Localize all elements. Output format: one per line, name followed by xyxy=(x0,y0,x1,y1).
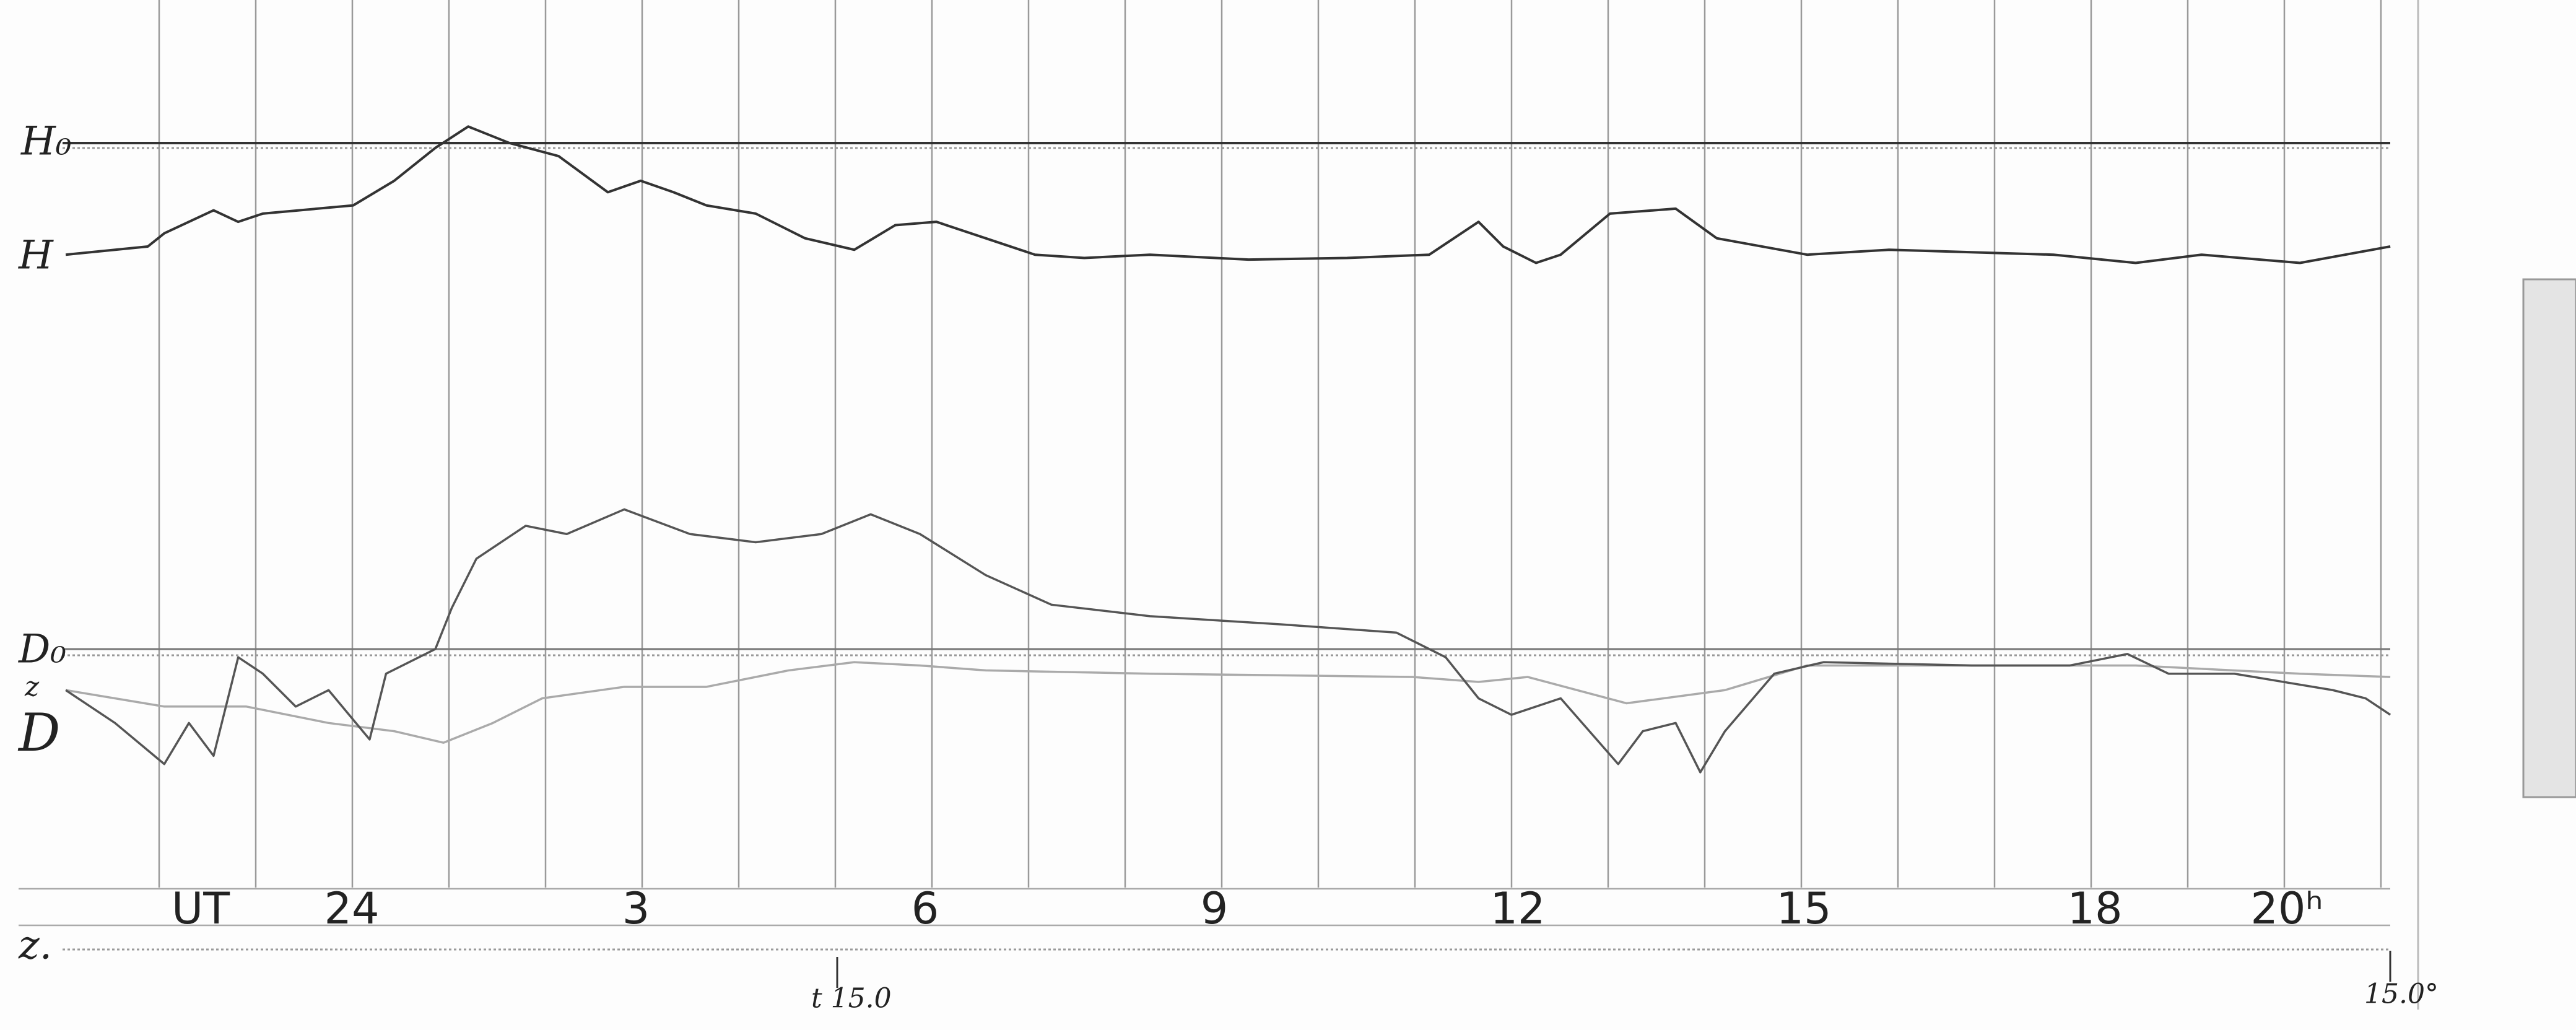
time-labels: UT 24 3 6 9 12 15 18 20ʰ xyxy=(172,883,2323,934)
edge-strip xyxy=(2522,278,2576,798)
hour-label: 3 xyxy=(622,883,650,934)
h-trace xyxy=(66,126,2390,263)
traces xyxy=(66,126,2390,772)
hour-label: 12 xyxy=(1490,883,1545,934)
hour-label: 20ʰ xyxy=(2250,883,2323,934)
hour-label: 15 xyxy=(1776,883,1831,934)
temp-note: t 15.0 xyxy=(811,983,892,1015)
d-label: D xyxy=(17,702,60,763)
h0-label: H₀ xyxy=(20,119,71,165)
hour-label: 24 xyxy=(324,883,379,934)
hour-label: 6 xyxy=(912,883,939,934)
z0-label: z. xyxy=(18,923,52,969)
ut-label: UT xyxy=(172,883,230,934)
temp-note: 15.0° xyxy=(2364,979,2439,1010)
h-label: H xyxy=(18,233,54,279)
d-trace xyxy=(66,509,2390,772)
d0-label: D₀ xyxy=(18,627,66,673)
hour-label: 9 xyxy=(1201,883,1229,934)
z-label: z xyxy=(24,671,40,703)
hour-label: 18 xyxy=(2067,883,2122,934)
